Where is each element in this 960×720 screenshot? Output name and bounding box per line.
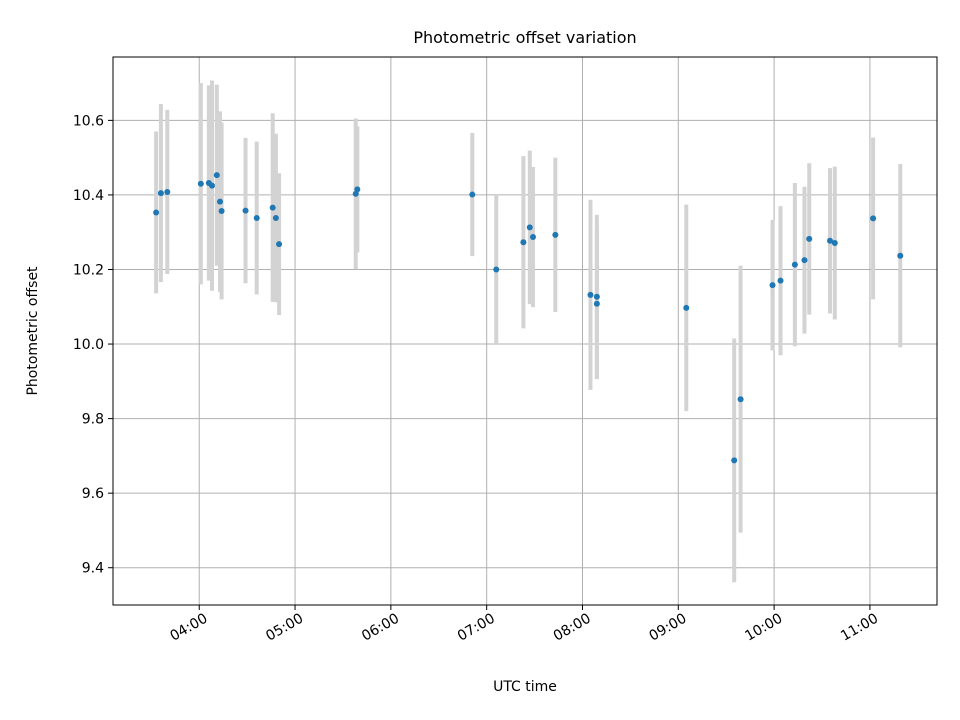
data-point	[897, 252, 904, 259]
x-axis-label: UTC time	[493, 679, 557, 695]
plot-area	[113, 57, 937, 605]
y-tick-label: 10.2	[73, 262, 104, 278]
data-point	[276, 241, 283, 248]
y-axis-label: Photometric offset	[25, 266, 41, 396]
data-point	[164, 188, 171, 195]
y-tick-label: 9.4	[82, 561, 104, 577]
data-point	[827, 237, 834, 244]
data-point	[269, 204, 276, 211]
data-point	[587, 291, 594, 298]
data-point	[354, 186, 361, 193]
data-point	[769, 282, 776, 289]
y-tick-label: 10.6	[73, 113, 104, 129]
y-tick-label: 9.6	[82, 486, 104, 502]
data-point	[209, 182, 216, 189]
y-axis-ticks: 9.4 9.6 9.8 10.0 10.2 10.4 10.6	[73, 113, 113, 577]
chart-title: Photometric offset variation	[413, 28, 636, 47]
data-point	[731, 457, 738, 464]
data-point	[469, 191, 476, 198]
data-point	[791, 261, 798, 268]
data-point	[593, 293, 600, 300]
data-point	[520, 239, 527, 246]
data-point	[806, 235, 813, 242]
data-point	[253, 215, 260, 222]
data-point	[801, 257, 808, 264]
data-point	[213, 172, 220, 179]
y-tick-label: 9.8	[82, 412, 104, 428]
data-point	[831, 240, 838, 247]
data-point	[218, 207, 225, 214]
y-tick-label: 10.0	[73, 337, 104, 353]
data-point	[683, 304, 690, 311]
data-point	[777, 277, 784, 284]
data-point	[593, 300, 600, 307]
data-point	[197, 180, 204, 187]
plot-frame	[112, 56, 938, 606]
data-point	[526, 224, 533, 231]
y-tick-label: 10.4	[73, 188, 104, 204]
data-point	[552, 231, 559, 238]
data-point	[153, 209, 160, 216]
data-point	[493, 266, 500, 273]
data-points	[153, 172, 904, 464]
data-point	[216, 198, 223, 205]
data-point	[242, 207, 249, 214]
data-point	[737, 396, 744, 403]
data-point	[157, 190, 164, 197]
data-point	[272, 215, 279, 222]
data-point	[529, 234, 536, 241]
data-point	[870, 215, 877, 222]
